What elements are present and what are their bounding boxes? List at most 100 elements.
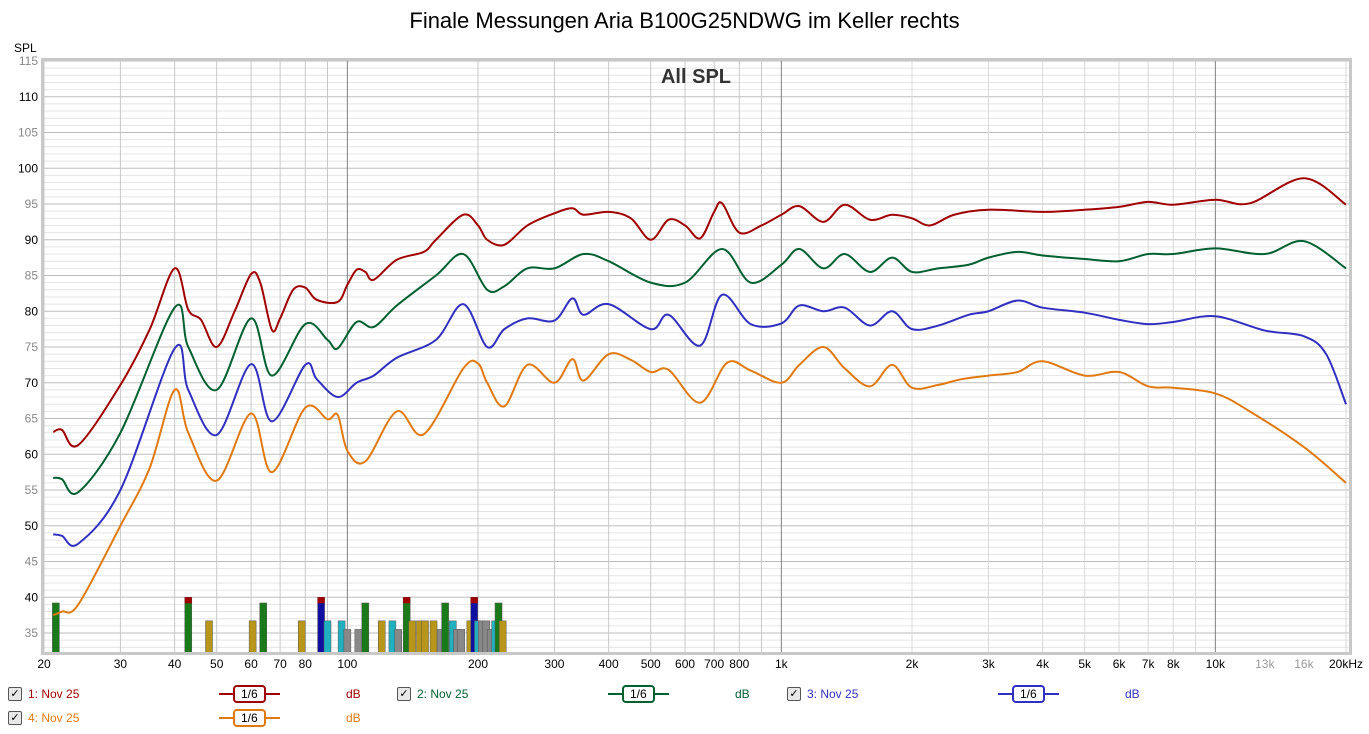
chart-title: Finale Messungen Aria B100G25NDWG im Kel… <box>409 8 960 33</box>
series-line-2 <box>53 240 1347 495</box>
x-tick-label: 4k <box>1036 657 1050 671</box>
distortion-bar <box>441 602 449 652</box>
line-swatch <box>654 693 669 695</box>
y-tick-label: 85 <box>25 269 39 283</box>
legend-label: 1: Nov 25 <box>28 687 80 701</box>
x-tick-label: 400 <box>599 657 619 671</box>
y-tick-label: 95 <box>25 197 39 211</box>
line-swatch <box>1044 693 1059 695</box>
legend-item-1: ✓ 1: Nov 25 <box>8 687 79 701</box>
y-tick-label: 65 <box>25 412 39 426</box>
distortion-bar-cap <box>403 597 411 604</box>
line-swatch <box>265 693 280 695</box>
distortion-bar-cap <box>470 597 478 604</box>
x-tick-label: 80 <box>299 657 313 671</box>
distortion-bar <box>52 602 60 652</box>
smoothing-label: 1/6 <box>233 709 266 727</box>
smoothing-indicator[interactable]: 1/6 <box>998 685 1059 703</box>
distortion-bar <box>394 629 402 652</box>
legend-item-3: ✓ 3: Nov 25 <box>787 687 858 701</box>
plot-content <box>44 61 1349 652</box>
x-tick-label: 1k <box>775 657 789 671</box>
distortion-bar <box>421 620 429 652</box>
y-tick-label: 80 <box>25 304 39 318</box>
distortion-bar-cap <box>184 597 192 604</box>
x-tick-label: 300 <box>544 657 564 671</box>
y-tick-label: 100 <box>18 161 38 175</box>
x-tick-label: 20kHz <box>1329 657 1363 671</box>
distortion-bar <box>343 629 352 652</box>
x-tick-label: 10k <box>1206 657 1226 671</box>
unit-label: dB <box>735 687 750 701</box>
y-tick-label: 35 <box>25 626 39 640</box>
distortion-bar <box>498 620 507 652</box>
legend-checkbox[interactable]: ✓ <box>397 687 411 701</box>
y-tick-label: 40 <box>25 590 39 604</box>
distortion-bar <box>377 620 386 652</box>
y-tick-label: 55 <box>25 483 39 497</box>
line-swatch <box>998 693 1012 695</box>
x-tick-label: 50 <box>210 657 224 671</box>
y-tick-label: 70 <box>25 376 39 390</box>
y-tick-label: 50 <box>25 519 39 533</box>
legend-checkbox[interactable]: ✓ <box>8 687 22 701</box>
x-tick-label: 2k <box>906 657 920 671</box>
smoothing-label: 1/6 <box>233 685 266 703</box>
y-tick-label: 60 <box>25 447 39 461</box>
x-tick-label: 40 <box>168 657 182 671</box>
distortion-bar <box>354 629 363 652</box>
smoothing-indicator[interactable]: 1/6 <box>219 709 280 727</box>
smoothing-indicator[interactable]: 1/6 <box>219 685 280 703</box>
line-swatch <box>219 693 233 695</box>
line-swatch <box>219 717 233 719</box>
series-line-3 <box>53 293 1347 547</box>
distortion-bar <box>361 602 370 652</box>
x-tick-label: 6k <box>1113 657 1127 671</box>
x-tick-label: 7k <box>1142 657 1156 671</box>
distortion-bar-cap <box>317 597 325 604</box>
legend-checkbox[interactable]: ✓ <box>8 711 22 725</box>
unit-label: dB <box>1125 687 1140 701</box>
series-line-4 <box>52 346 1347 617</box>
x-tick-label: 5k <box>1078 657 1092 671</box>
x-tick-label: 3k <box>982 657 996 671</box>
x-tick-label: 800 <box>729 657 749 671</box>
x-tick-label: 60 <box>244 657 258 671</box>
legend-label: 4: Nov 25 <box>28 711 80 725</box>
y-tick-label: 75 <box>25 340 39 354</box>
x-tick-label: 600 <box>675 657 695 671</box>
plot-area <box>44 61 1349 652</box>
legend-item-2: ✓ 2: Nov 25 <box>397 687 468 701</box>
x-tick-label: 8k <box>1167 657 1181 671</box>
x-tick-label: 16k <box>1294 657 1314 671</box>
x-tick-label: 30 <box>114 657 128 671</box>
y-tick-label: 105 <box>18 126 38 140</box>
series-line-1 <box>52 177 1347 448</box>
distortion-bar <box>317 597 325 652</box>
x-tick-label: 200 <box>468 657 488 671</box>
y-tick-label: 45 <box>25 555 39 569</box>
y-tick-label: 110 <box>19 90 38 104</box>
legend-label: 2: Nov 25 <box>417 687 469 701</box>
legend-label: 3: Nov 25 <box>807 687 859 701</box>
spl-chart[interactable]: All SPL SPL 35 40 45 50 55 60 65 70 75 80 85 90 95 100 1… <box>0 0 1369 690</box>
distortion-bar <box>323 620 332 652</box>
y-tick-label: 115 <box>19 54 38 68</box>
smoothing-indicator[interactable]: 1/6 <box>608 685 669 703</box>
distortion-bar <box>248 620 257 652</box>
x-tick-label: 100 <box>337 657 357 671</box>
x-tick-label: 70 <box>273 657 287 671</box>
line-swatch <box>265 717 280 719</box>
distortion-bar <box>184 597 193 652</box>
unit-label: dB <box>346 711 361 725</box>
unit-label: dB <box>346 687 361 701</box>
distortion-bar <box>297 620 306 652</box>
x-tick-label: 20 <box>37 657 51 671</box>
legend-item-4: ✓ 4: Nov 25 <box>8 711 79 725</box>
y-tick-label: 90 <box>25 233 39 247</box>
distortion-bar <box>205 620 213 652</box>
x-tick-label: 700 <box>704 657 724 671</box>
x-tick-label: 13k <box>1255 657 1275 671</box>
chart-subtitle: All SPL <box>661 66 731 88</box>
legend-checkbox[interactable]: ✓ <box>787 687 801 701</box>
